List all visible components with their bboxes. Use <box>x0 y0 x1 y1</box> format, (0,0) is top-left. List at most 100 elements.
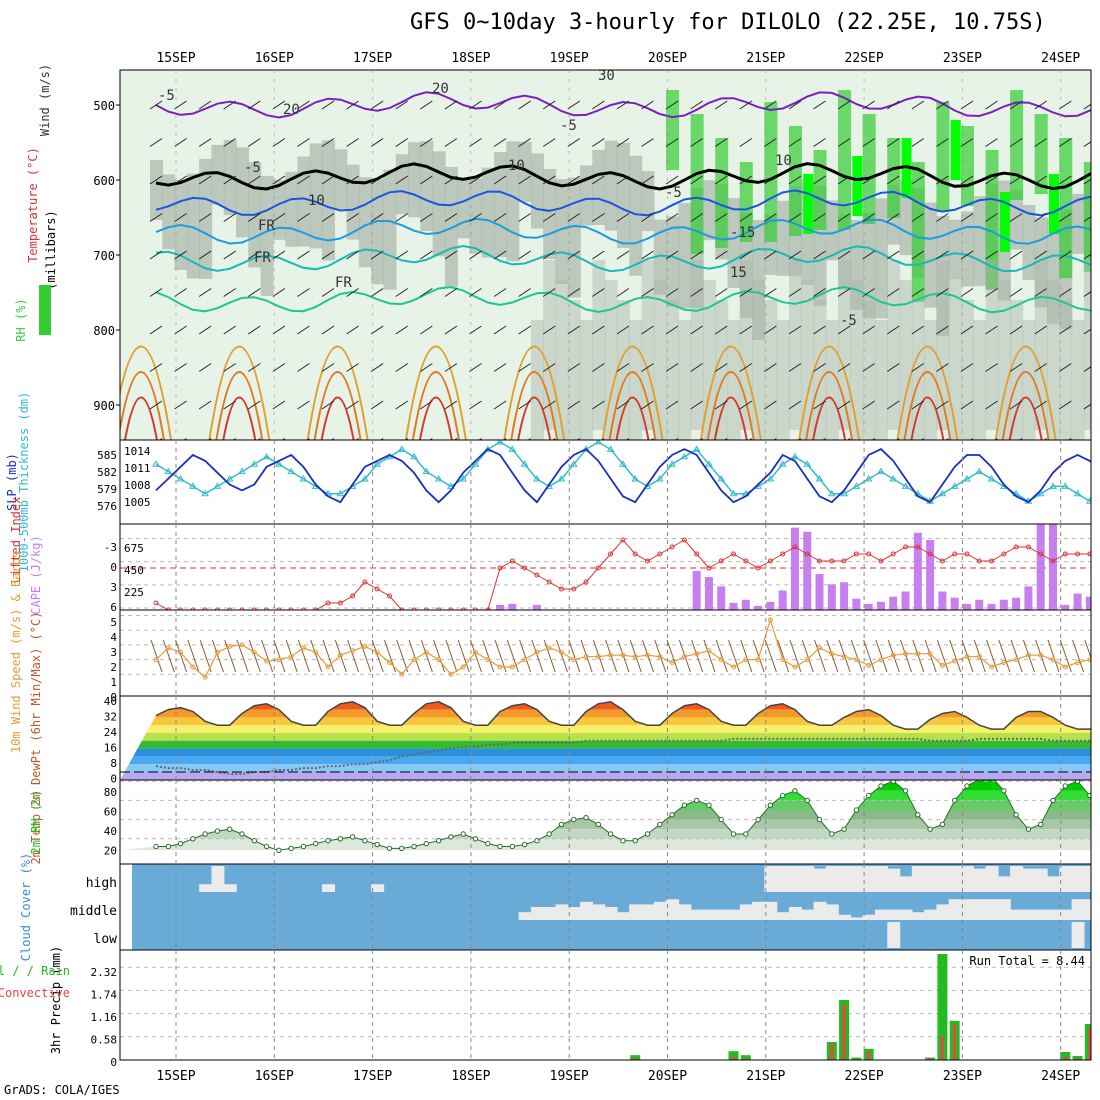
rh-cell <box>285 171 299 247</box>
wind-speed-point <box>829 651 835 657</box>
rh-cell <box>690 260 704 430</box>
rh-cell <box>899 280 913 440</box>
lifted-index-point <box>866 551 872 557</box>
rh-point <box>730 831 737 837</box>
cloud-cell <box>1034 909 1048 920</box>
slp-line <box>155 448 1091 504</box>
wind-barb <box>936 213 949 222</box>
wind-barb <box>985 325 998 335</box>
rh-point <box>816 816 823 823</box>
temp-band <box>120 701 1091 710</box>
cape-bar <box>852 598 861 610</box>
wind-barb <box>198 175 212 185</box>
wind-barb <box>813 400 826 410</box>
thickness-point <box>188 482 197 489</box>
wind-speed-point <box>411 657 417 663</box>
wind-barb <box>493 400 507 410</box>
rh-cell <box>850 219 864 310</box>
wind-barb <box>960 288 974 297</box>
rh-cell <box>199 158 213 279</box>
wind-barb <box>936 250 949 260</box>
rh-cell <box>1010 300 1024 440</box>
rh-cell <box>666 90 680 170</box>
wind-barb <box>788 213 802 222</box>
date-label-bottom: 22SEP <box>845 1069 884 1084</box>
thickness-point <box>459 475 468 482</box>
warm-isotherm <box>903 371 952 440</box>
wind-barb <box>444 175 458 185</box>
wind-barb <box>149 138 163 147</box>
wind-barb <box>936 288 949 297</box>
wind-barb <box>641 175 654 185</box>
y-tick-label: 579 <box>97 483 117 496</box>
lifted-index-point <box>386 593 392 599</box>
warm-isotherm <box>510 371 559 440</box>
rh-cell <box>297 156 311 247</box>
wind-speed-point <box>976 654 982 660</box>
wind-barb <box>739 213 753 222</box>
thickness-point <box>533 475 541 482</box>
cloud-cell <box>211 866 225 892</box>
y-tick-label: 16 <box>104 742 117 755</box>
lifted-index-point <box>645 558 650 564</box>
rh-point <box>423 840 430 847</box>
wind-barb <box>469 138 482 147</box>
wind-barb <box>542 400 556 410</box>
cape-bar <box>1048 524 1057 610</box>
wind-speed-point <box>755 657 761 663</box>
wind-barb <box>297 325 310 335</box>
wind-barb <box>714 325 728 335</box>
rh-cell <box>715 138 729 248</box>
rh-cell <box>862 114 876 224</box>
wind-speed-point <box>853 657 859 663</box>
wind-barb <box>814 639 826 673</box>
wind-barb <box>567 213 581 222</box>
wind-barb <box>198 325 212 335</box>
rh-point <box>607 831 614 837</box>
contour-label: 10 <box>775 153 792 169</box>
rh-cell <box>960 126 974 206</box>
wind-barb <box>616 400 630 410</box>
rh-point <box>558 821 565 828</box>
wind-barb <box>482 639 495 673</box>
wind-barb <box>862 250 875 260</box>
rh-point <box>804 797 810 804</box>
wind-speed-point <box>1001 660 1007 666</box>
thickness-point <box>238 467 246 475</box>
cloud-cell <box>985 899 999 920</box>
rh-point <box>1013 812 1019 818</box>
cape-bar <box>778 590 787 610</box>
cloud-cell <box>739 904 753 920</box>
thickness-point <box>606 445 615 452</box>
precip-convective-bar <box>854 1058 858 1060</box>
lifted-index-point <box>350 593 356 599</box>
wind-barb <box>911 100 925 110</box>
rh-point <box>546 831 552 837</box>
wind-barb <box>1009 288 1023 297</box>
wind-barb <box>813 138 826 147</box>
wind-barb <box>592 325 605 335</box>
wind-speed-point <box>460 664 466 670</box>
rh-point <box>718 816 724 823</box>
thickness-point <box>287 467 296 475</box>
warm-isotherm <box>910 396 945 440</box>
wind-speed-point <box>681 654 687 660</box>
wind-barb <box>592 213 605 222</box>
rh-cell <box>211 144 225 205</box>
lifted-index-point <box>325 600 331 606</box>
wind-barb <box>788 250 802 260</box>
rh-point <box>1087 792 1091 799</box>
thickness-point <box>213 482 222 489</box>
thickness-point <box>447 482 455 489</box>
wind-speed-point <box>202 674 208 680</box>
wind-barb <box>690 100 703 110</box>
lifted-index-point <box>743 558 749 564</box>
wind-speed-point <box>718 657 724 663</box>
wind-barb <box>506 639 519 673</box>
cloud-cell <box>960 899 974 920</box>
thickness-point <box>1049 482 1057 489</box>
wind-barb <box>1034 138 1047 147</box>
rh-point <box>595 821 602 828</box>
wind-barb <box>1022 639 1035 673</box>
cape-bar <box>1036 524 1045 610</box>
